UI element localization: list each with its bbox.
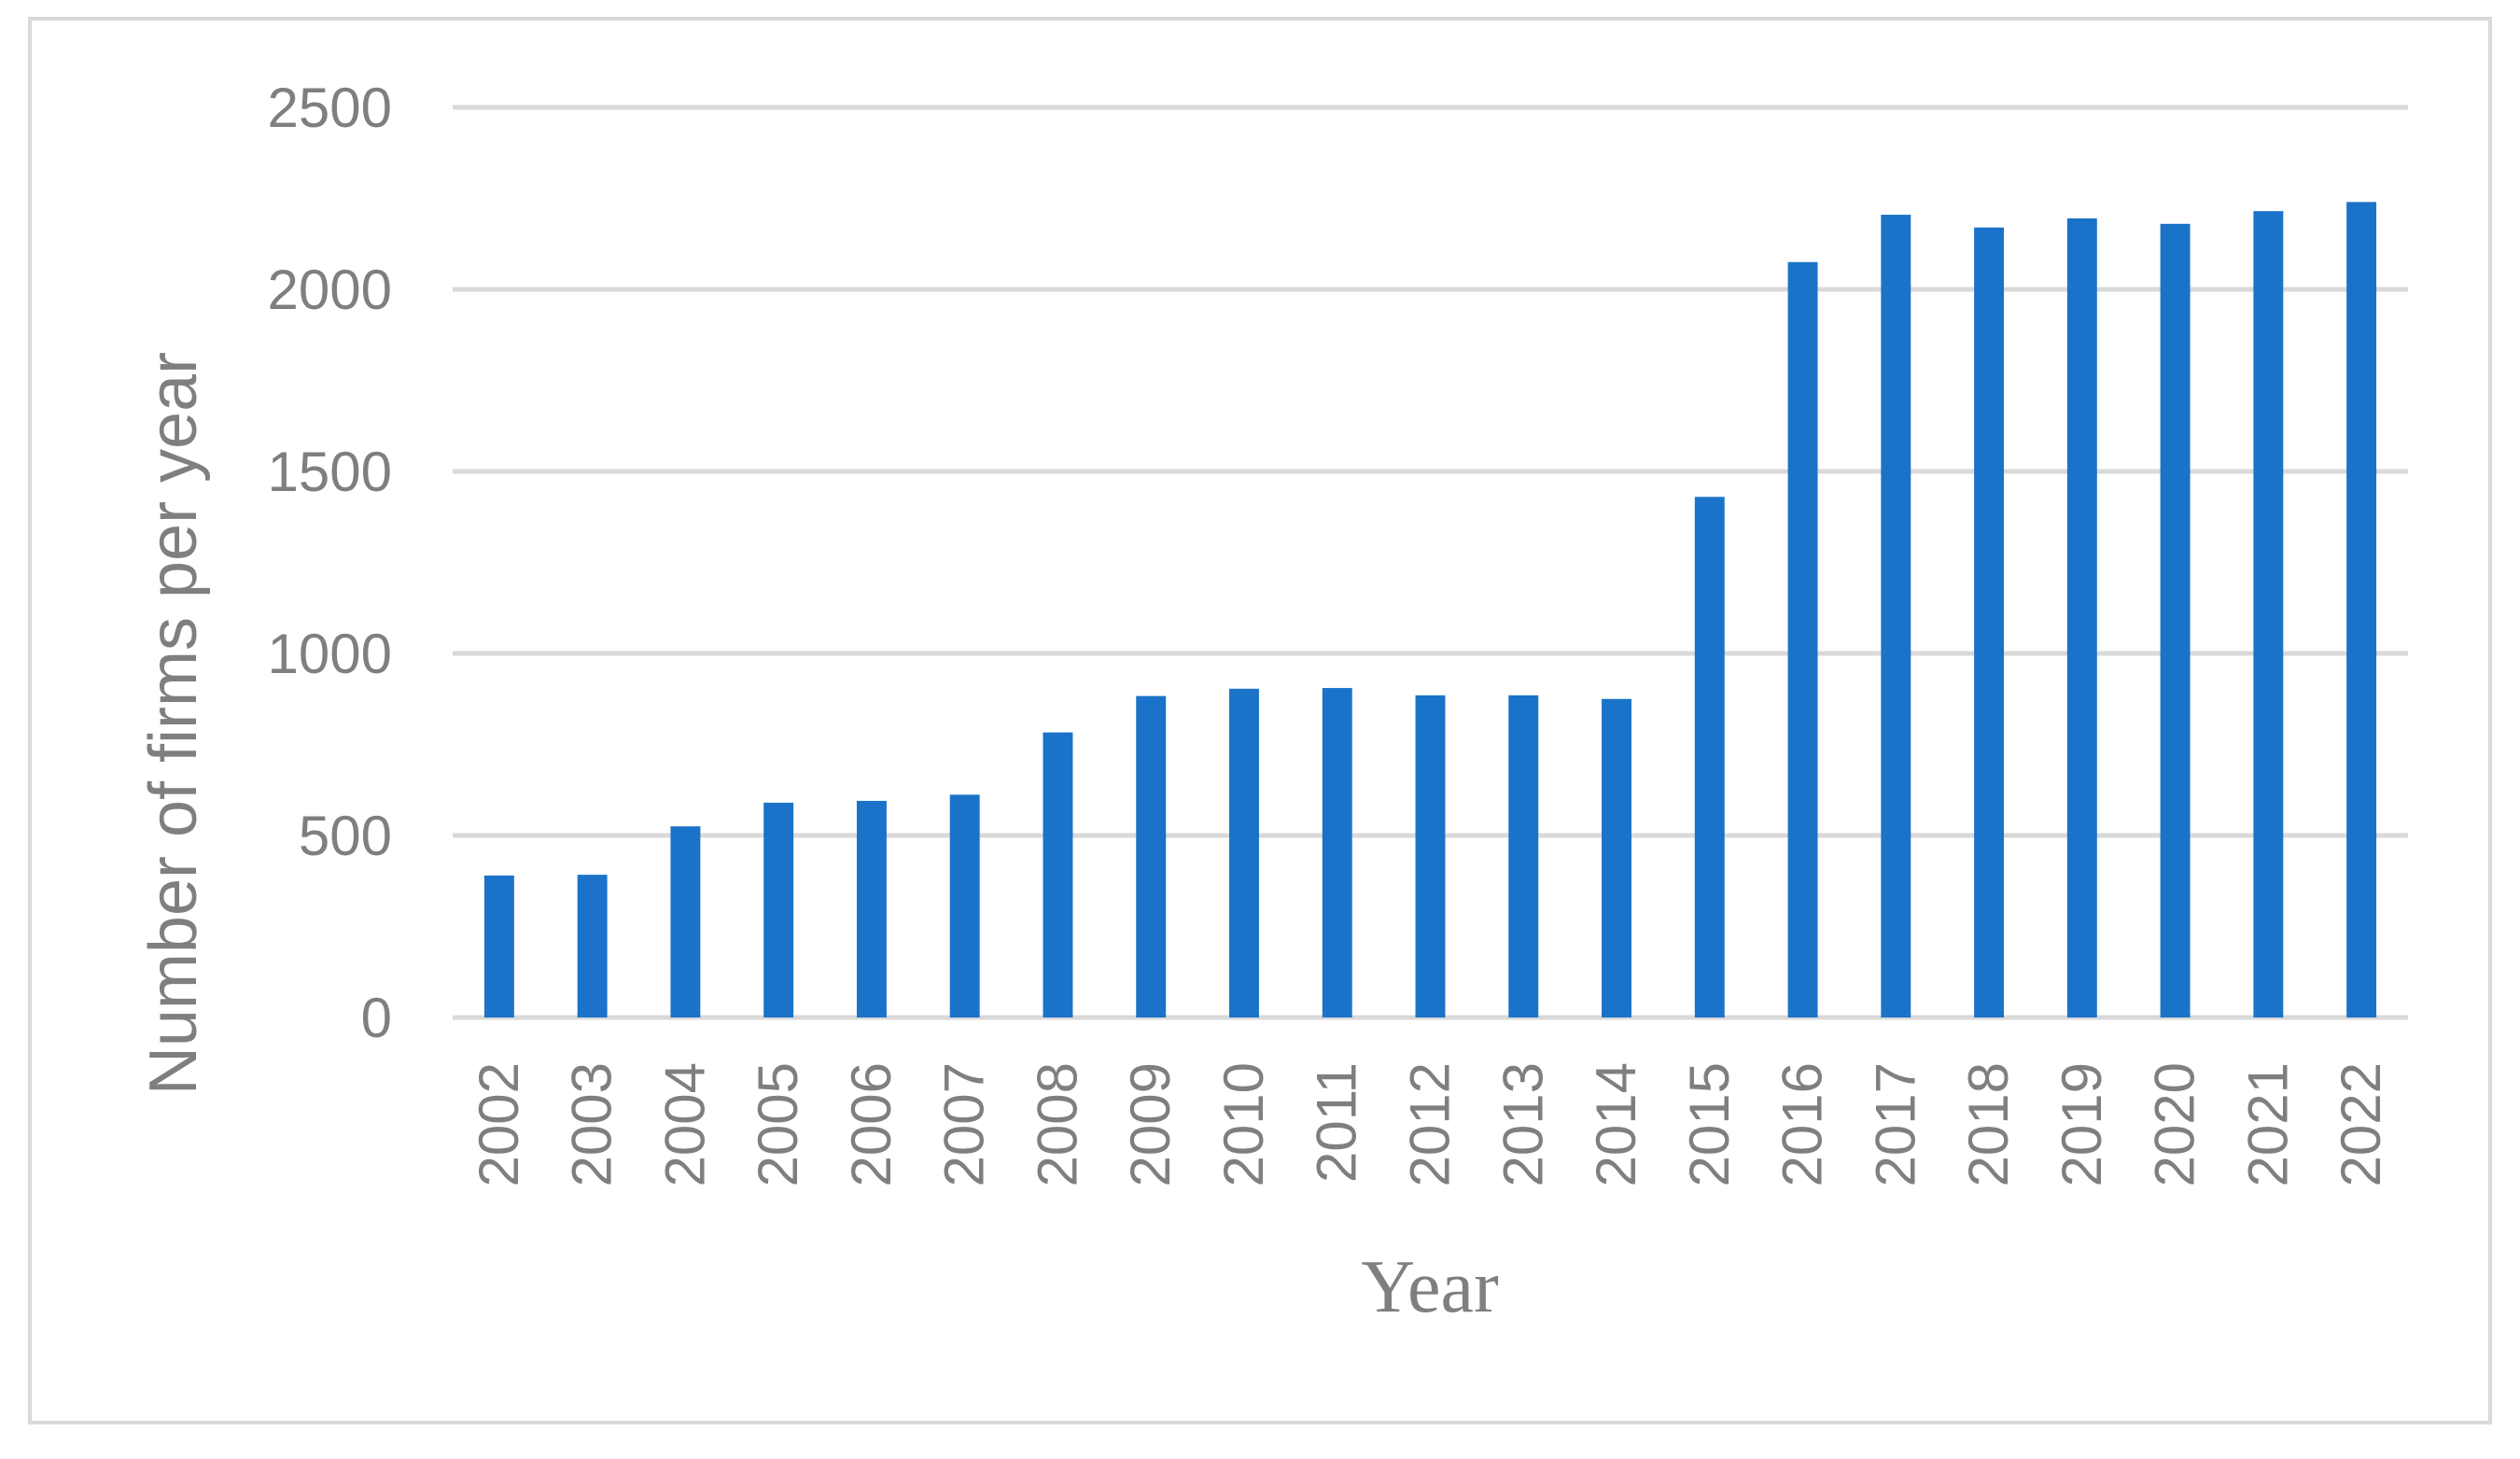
- x-tick-label: 2017: [1864, 1062, 1926, 1186]
- bar-2012: [1415, 694, 1446, 1017]
- x-tick-label: 2012: [1399, 1062, 1462, 1186]
- x-tick-label: 2016: [1771, 1062, 1834, 1186]
- bar-2021: [2253, 211, 2284, 1017]
- bar-2020: [2160, 223, 2191, 1018]
- x-tick-label: 2002: [468, 1062, 530, 1186]
- y-tick-label: 1000: [268, 623, 392, 685]
- x-axis-ticks: 2002 2003 2004 2005 2006 2007 2008 2009 2010 2011…: [468, 1062, 2392, 1186]
- bar-2013: [1508, 694, 1539, 1017]
- bar-2002: [483, 875, 514, 1017]
- y-tick-label: 0: [361, 987, 392, 1049]
- x-tick-label: 2004: [653, 1062, 716, 1186]
- x-tick-label: 2014: [1585, 1062, 1647, 1186]
- x-tick-label: 2003: [561, 1062, 623, 1186]
- bar-2010: [1229, 688, 1259, 1017]
- bar-2006: [856, 800, 887, 1017]
- bars: [483, 202, 2377, 1018]
- y-axis-title: Number of firms per year: [136, 352, 211, 1095]
- x-axis-title: Year: [1361, 1246, 1498, 1328]
- x-tick-label: 2011: [1306, 1062, 1368, 1183]
- x-tick-label: 2010: [1212, 1062, 1275, 1186]
- x-tick-label: 2013: [1491, 1062, 1554, 1186]
- bar-2015: [1694, 497, 1725, 1017]
- bar-2022: [2346, 202, 2377, 1017]
- x-tick-label: 2015: [1678, 1062, 1741, 1186]
- y-tick-label: 2500: [268, 77, 392, 139]
- x-tick-label: 2021: [2236, 1062, 2299, 1186]
- x-tick-label: 2007: [933, 1062, 996, 1186]
- x-tick-label: 2009: [1119, 1062, 1182, 1186]
- x-tick-label: 2008: [1026, 1062, 1088, 1186]
- x-tick-label: 2018: [1957, 1062, 2020, 1186]
- bar-2019: [2066, 217, 2097, 1017]
- bar-2014: [1602, 698, 1631, 1017]
- x-tick-label: 2019: [2051, 1062, 2113, 1186]
- bar-2008: [1043, 732, 1073, 1017]
- y-axis-ticks: 0 500 1000 1500 2000 2500: [268, 77, 392, 1049]
- x-tick-label: 2020: [2144, 1062, 2206, 1186]
- y-tick-label: 500: [299, 805, 392, 867]
- bar-2017: [1881, 215, 1911, 1018]
- bar-2003: [577, 875, 608, 1017]
- bar-2016: [1787, 261, 1818, 1017]
- x-tick-label: 2005: [747, 1062, 809, 1186]
- bar-2004: [670, 826, 701, 1017]
- bar-2018: [1974, 227, 2005, 1017]
- y-tick-label: 2000: [268, 259, 392, 321]
- y-tick-label: 1500: [268, 441, 392, 503]
- x-tick-label: 2022: [2330, 1062, 2392, 1186]
- bar-2007: [949, 794, 980, 1017]
- bar-2005: [763, 802, 794, 1017]
- x-tick-label: 2006: [840, 1062, 903, 1186]
- bar-2011: [1322, 688, 1352, 1017]
- bar-2009: [1136, 695, 1167, 1017]
